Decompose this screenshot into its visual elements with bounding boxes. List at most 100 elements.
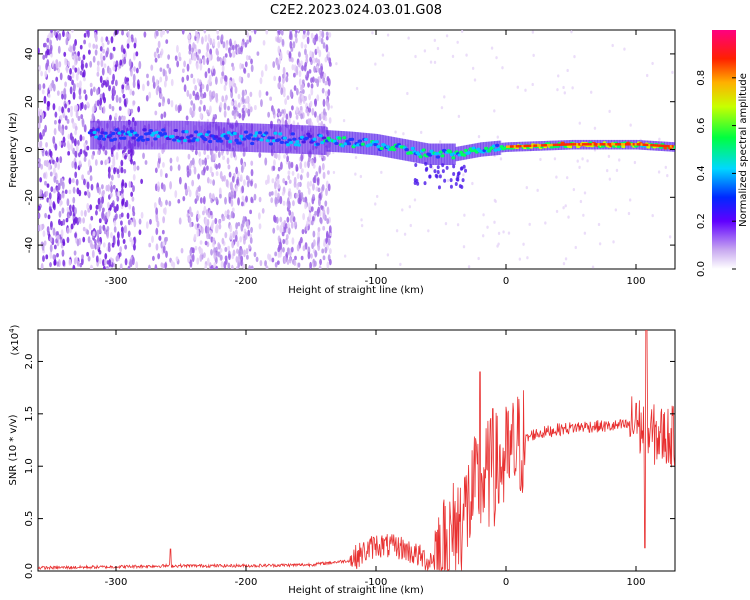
spectrogram-speckle	[273, 75, 277, 82]
spectrogram-ridge-core	[368, 143, 373, 147]
spectrogram-speckle	[240, 248, 244, 256]
spectrogram-speckle	[237, 197, 240, 206]
spectrogram-speckle	[127, 30, 130, 39]
spectrogram-speckle	[243, 179, 246, 186]
spectrogram-speckle	[225, 94, 228, 101]
spectrogram-speckle	[68, 204, 72, 212]
spectrogram-ridge-peak	[613, 143, 616, 146]
spectrogram-speckle	[287, 170, 291, 175]
spectrogram-speckle	[224, 255, 228, 261]
spectrogram-speckle	[42, 230, 46, 238]
spectrogram-ridge-core	[385, 145, 391, 149]
spectrogram-xtick-label: -300	[105, 276, 128, 287]
spectrogram-speckle	[335, 62, 338, 66]
spectrogram-speckle	[112, 90, 116, 97]
spectrogram-speckle	[200, 248, 204, 256]
spectrogram-speckle	[281, 117, 285, 126]
spectrogram-speckle	[102, 265, 106, 269]
colorbar: 0.00.20.40.60.8 Normalized spectral ampl…	[696, 30, 749, 277]
spectrogram-speckle	[170, 99, 174, 108]
spectrogram-speckle	[164, 173, 168, 179]
spectrogram-speckle	[67, 107, 71, 113]
spectrogram-speckle	[282, 247, 285, 253]
spectrogram-speckle	[87, 49, 91, 55]
spectrogram-speckle	[51, 79, 55, 89]
spectrogram-speckle	[125, 84, 128, 91]
spectrogram-speckle	[313, 111, 317, 118]
spectrogram-speckle	[100, 36, 104, 43]
spectrogram-speckle	[427, 229, 430, 233]
spectrogram-speckle	[127, 265, 131, 269]
spectrogram-speckle	[83, 39, 86, 45]
spectrogram-speckle	[116, 168, 120, 175]
spectrogram-ridge-core	[435, 155, 441, 159]
spectrogram-speckle	[91, 249, 95, 259]
spectrogram-speckle	[190, 73, 194, 79]
spectrogram-speckle	[325, 44, 329, 53]
spectrogram-speckle	[64, 57, 67, 66]
spectrogram-ridge-peak	[658, 144, 661, 147]
spectrogram-ridge-halo	[164, 120, 168, 150]
spectrogram-speckle	[315, 171, 319, 177]
spectrogram-speckle	[227, 105, 230, 111]
spectrogram-ridge-halo	[419, 141, 422, 164]
spectrogram-speckle	[229, 181, 233, 188]
spectrogram-speckle	[244, 231, 248, 237]
spectrogram-ridge-halo	[435, 174, 439, 179]
spectrogram-speckle	[73, 83, 76, 91]
spectrogram-ridge-halo	[286, 124, 290, 154]
spectrogram-speckle	[522, 242, 525, 246]
spectrogram-ridge-halo	[425, 166, 429, 171]
spectrogram-speckle	[272, 108, 276, 115]
spectrogram-speckle	[90, 88, 93, 97]
spectrogram-ridge-core	[181, 130, 186, 134]
spectrogram-speckle	[112, 184, 116, 190]
spectrogram-ridge-core	[195, 138, 200, 142]
spectrogram-speckle	[73, 138, 77, 147]
spectrogram-speckle	[518, 257, 522, 261]
spectrogram-ridge-core	[265, 138, 271, 143]
spectrogram-speckle	[155, 78, 159, 87]
spectrogram-speckle	[322, 214, 326, 220]
spectrogram-speckle	[277, 108, 281, 113]
spectrogram-ridge-core	[342, 136, 347, 140]
spectrogram-ridge-halo	[96, 120, 99, 150]
spectrogram-speckle	[276, 260, 280, 265]
spectrogram-speckle	[109, 52, 113, 60]
spectrogram-speckle	[354, 155, 358, 160]
spectrogram-ridge-halo	[447, 143, 450, 166]
spectrogram-speckle	[131, 205, 135, 214]
spectrogram-speckle	[287, 190, 291, 197]
spectrogram-ridge-core	[162, 132, 168, 136]
spectrogram-speckle	[83, 124, 87, 133]
spectrogram-ridge-core	[270, 136, 275, 140]
spectrogram-speckle	[214, 217, 218, 225]
spectrogram-ridge-peak	[609, 143, 612, 146]
spectrogram-speckle	[62, 30, 65, 38]
spectrogram-speckle	[395, 229, 399, 233]
spectrogram-ridge-core	[101, 137, 107, 141]
spectrogram-speckle	[304, 33, 308, 38]
spectrogram-speckle	[300, 84, 303, 92]
spectrogram-speckle	[208, 53, 212, 62]
spectrogram-speckle	[309, 56, 312, 63]
spectrogram-ridge-core	[470, 149, 475, 153]
spectrogram-speckle	[224, 231, 228, 239]
spectrogram-speckle	[87, 255, 91, 262]
spectrogram-ridge-halo	[182, 120, 185, 150]
spectrogram-speckle	[598, 242, 602, 246]
spectrogram-speckle	[627, 211, 631, 216]
spectrogram-ridge-halo	[320, 126, 324, 155]
spectrogram-speckle	[324, 80, 328, 86]
spectrogram-speckle	[112, 46, 116, 52]
spectrogram-speckle	[215, 196, 218, 202]
spectrogram-speckle	[312, 57, 316, 64]
spectrogram-speckle	[217, 41, 221, 49]
spectrogram-speckle	[102, 105, 106, 114]
spectrogram-speckle	[67, 133, 71, 140]
spectrogram-ridge-peak	[660, 144, 663, 148]
spectrogram-speckle	[277, 30, 281, 36]
spectrogram-ridge-halo	[394, 137, 397, 159]
spectrogram-speckle	[124, 224, 128, 233]
spectrogram-speckle	[100, 160, 104, 165]
